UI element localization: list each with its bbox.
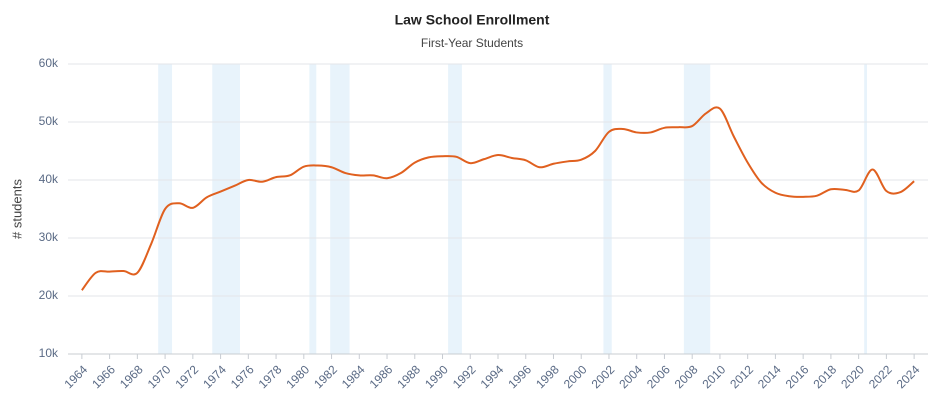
recession-band	[448, 64, 462, 354]
x-tick-label: 1970	[145, 362, 174, 391]
x-tick-label: 1984	[339, 362, 368, 391]
x-tick-label: 1998	[533, 362, 562, 391]
x-tick-label: 2014	[755, 362, 784, 391]
recession-band	[864, 64, 867, 354]
x-tick-label: 1974	[200, 362, 229, 391]
x-tick-label: 2010	[700, 362, 729, 391]
y-tick-label: 30k	[39, 230, 59, 244]
y-axis-label: # students	[9, 179, 24, 239]
recession-band	[212, 64, 240, 354]
x-tick-label: 1972	[172, 362, 201, 391]
chart-subtitle: First-Year Students	[421, 36, 523, 50]
x-tick-label: 1980	[283, 362, 312, 391]
y-tick-label: 40k	[39, 172, 59, 186]
x-tick-label: 1982	[311, 362, 340, 391]
x-tick-label: 2018	[810, 362, 839, 391]
recession-band	[683, 64, 711, 354]
x-tick-label: 2016	[783, 362, 812, 391]
x-tick-label: 2020	[838, 362, 867, 391]
x-tick-label: 1990	[422, 362, 451, 391]
y-tick-label: 20k	[39, 288, 59, 302]
x-tick-label: 1992	[450, 362, 479, 391]
x-tick-label: 2022	[866, 362, 895, 391]
chart-title: Law School Enrollment	[395, 12, 550, 28]
x-tick-label: 1978	[256, 362, 285, 391]
x-tick-label: 2024	[894, 362, 923, 391]
x-tick-label: 2012	[727, 362, 756, 391]
x-tick-label: 2006	[644, 362, 673, 391]
x-tick-label: 1986	[367, 362, 396, 391]
x-tick-label: 1996	[505, 362, 534, 391]
x-tick-label: 1994	[478, 362, 507, 391]
recession-band	[309, 64, 317, 354]
x-tick-label: 2000	[561, 362, 590, 391]
recession-band	[603, 64, 612, 354]
x-tick-label: 1966	[89, 362, 118, 391]
x-tick-label: 1988	[394, 362, 423, 391]
y-tick-label: 50k	[39, 114, 59, 128]
recession-band	[330, 64, 350, 354]
line	[81, 106, 915, 291]
x-tick-label: 1968	[117, 362, 146, 391]
y-tick-label: 60k	[39, 56, 59, 70]
x-tick-label: 1964	[61, 362, 90, 391]
x-tick-label: 2008	[672, 362, 701, 391]
x-tick-label: 2002	[589, 362, 618, 391]
x-tick-label: 2004	[616, 362, 645, 391]
y-tick-label: 10k	[39, 346, 59, 360]
x-tick-label: 1976	[228, 362, 257, 391]
